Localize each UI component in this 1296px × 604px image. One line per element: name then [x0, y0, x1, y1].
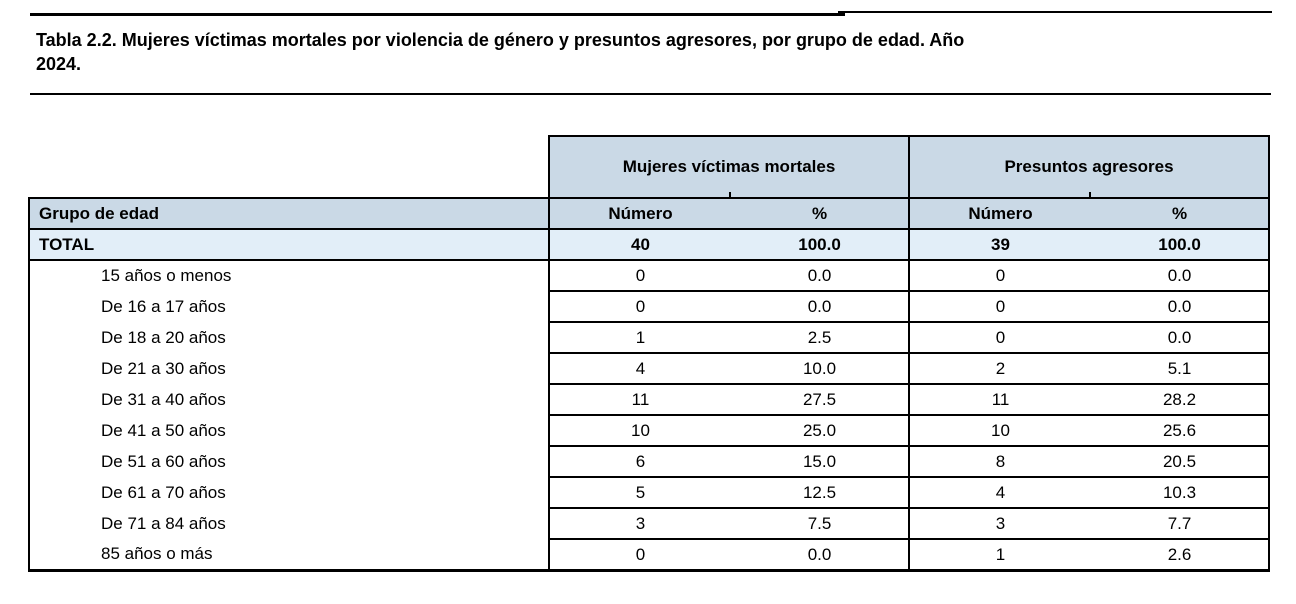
value-cell: 0.0	[731, 260, 911, 292]
group-header-spacer	[29, 136, 549, 198]
value-cell: 0	[909, 291, 1092, 323]
value-cell: 25.6	[1091, 415, 1271, 447]
statistics-table: Mujeres víctimas mortales Presuntos agre…	[28, 135, 1271, 572]
age-group-label: De 71 a 84 años	[28, 508, 550, 539]
table-row: De 16 a 17 años 0 0.0 0 0.0	[28, 291, 1271, 323]
table-title: Tabla 2.2. Mujeres víctimas mortales por…	[36, 28, 1286, 76]
value-cell: 0.0	[731, 291, 911, 323]
top-rule-right-segment	[838, 11, 1272, 13]
aggressors-percent-header: %	[1091, 197, 1271, 230]
column-divider-tick	[729, 192, 731, 197]
table-row: 15 años o menos 0 0.0 0 0.0	[28, 260, 1271, 292]
value-cell: 3	[909, 508, 1092, 540]
total-row: TOTAL 40 100.0 39 100.0	[28, 229, 1271, 261]
total-label: TOTAL	[28, 229, 550, 261]
value-cell: 0.0	[731, 539, 911, 572]
age-group-label: De 51 a 60 años	[28, 446, 550, 477]
total-aggressors-percent: 100.0	[1091, 229, 1271, 261]
value-cell: 7.5	[731, 508, 911, 540]
value-cell: 0	[549, 260, 731, 292]
value-cell: 2.5	[731, 322, 911, 354]
value-cell: 1	[549, 322, 731, 354]
value-cell: 11	[909, 384, 1092, 416]
age-group-column-header: Grupo de edad	[28, 197, 550, 230]
table-row: De 61 a 70 años 5 12.5 4 10.3	[28, 477, 1271, 509]
value-cell: 5.1	[1091, 353, 1271, 385]
age-group-label: De 18 a 20 años	[28, 322, 550, 353]
group-header-row: Mujeres víctimas mortales Presuntos agre…	[29, 135, 1271, 199]
value-cell: 1	[909, 539, 1092, 572]
value-cell: 0.0	[1091, 260, 1271, 292]
table-row: De 21 a 30 años 4 10.0 2 5.1	[28, 353, 1271, 385]
table-title-line2: 2024.	[36, 54, 82, 74]
value-cell: 2	[909, 353, 1092, 385]
value-cell: 10.0	[731, 353, 911, 385]
value-cell: 5	[549, 477, 731, 509]
age-group-label: 15 años o menos	[28, 260, 550, 291]
group-header-aggressors: Presuntos agresores	[908, 135, 1271, 199]
table-row: De 41 a 50 años 10 25.0 10 25.6	[28, 415, 1271, 447]
top-rule-left-segment	[30, 13, 845, 16]
value-cell: 7.7	[1091, 508, 1271, 540]
table-row: De 31 a 40 años 11 27.5 11 28.2	[28, 384, 1271, 416]
value-cell: 11	[549, 384, 731, 416]
value-cell: 0	[549, 291, 731, 323]
value-cell: 6	[549, 446, 731, 478]
value-cell: 20.5	[1091, 446, 1271, 478]
value-cell: 10	[909, 415, 1092, 447]
value-cell: 3	[549, 508, 731, 540]
total-victims-percent: 100.0	[731, 229, 911, 261]
value-cell: 15.0	[731, 446, 911, 478]
value-cell: 10.3	[1091, 477, 1271, 509]
value-cell: 4	[549, 353, 731, 385]
table-row: De 71 a 84 años 3 7.5 3 7.7	[28, 508, 1271, 540]
value-cell: 4	[909, 477, 1092, 509]
value-cell: 0	[909, 260, 1092, 292]
value-cell: 8	[909, 446, 1092, 478]
column-divider-tick	[1089, 192, 1091, 197]
value-cell: 12.5	[731, 477, 911, 509]
age-group-label: De 21 a 30 años	[28, 353, 550, 384]
value-cell: 27.5	[731, 384, 911, 416]
value-cell: 0	[549, 539, 731, 572]
value-cell: 2.6	[1091, 539, 1271, 572]
value-cell: 25.0	[731, 415, 911, 447]
value-cell: 0	[909, 322, 1092, 354]
table-title-line1: Tabla 2.2. Mujeres víctimas mortales por…	[36, 30, 965, 50]
value-cell: 10	[549, 415, 731, 447]
total-aggressors-number: 39	[909, 229, 1092, 261]
age-group-label: 85 años o más	[28, 539, 550, 572]
group-header-victims: Mujeres víctimas mortales	[547, 135, 911, 199]
table-row: 85 años o más 0 0.0 1 2.6	[28, 539, 1271, 572]
total-victims-number: 40	[549, 229, 731, 261]
title-underline-rule	[30, 93, 1271, 95]
age-group-label: De 16 a 17 años	[28, 291, 550, 322]
aggressors-number-header: Número	[909, 197, 1092, 230]
age-group-label: De 41 a 50 años	[28, 415, 550, 446]
value-cell: 0.0	[1091, 322, 1271, 354]
column-header-row: Grupo de edad Número % Número %	[28, 197, 1271, 230]
age-group-label: De 31 a 40 años	[28, 384, 550, 415]
victims-number-header: Número	[549, 197, 731, 230]
value-cell: 0.0	[1091, 291, 1271, 323]
table-row: De 51 a 60 años 6 15.0 8 20.5	[28, 446, 1271, 478]
victims-percent-header: %	[731, 197, 911, 230]
table-row: De 18 a 20 años 1 2.5 0 0.0	[28, 322, 1271, 354]
age-group-label: De 61 a 70 años	[28, 477, 550, 508]
value-cell: 28.2	[1091, 384, 1271, 416]
